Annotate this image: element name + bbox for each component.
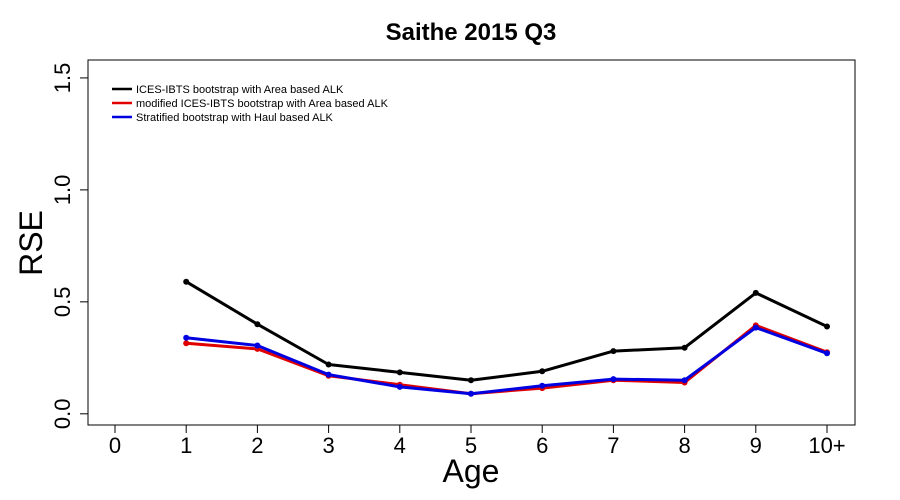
data-point — [325, 361, 332, 368]
data-point — [325, 371, 332, 378]
x-tick-label: 0 — [109, 433, 121, 458]
series-line — [186, 326, 828, 396]
x-axis-title: Age — [443, 453, 500, 489]
x-tick-label: 5 — [465, 433, 477, 458]
data-point — [681, 344, 688, 351]
data-point — [681, 377, 688, 384]
data-point — [183, 340, 190, 347]
data-point — [254, 342, 261, 349]
y-axis: 0.0 0.5 1.0 1.5 — [50, 63, 89, 430]
series-line — [185, 280, 828, 382]
x-axis: 0 1 2 3 4 5 6 7 8 9 10+ — [109, 424, 846, 458]
legend: ICES-IBTS bootstrap with Area based ALK m… — [112, 84, 389, 124]
y-tick-label: 1.0 — [50, 175, 75, 206]
y-axis-title: RSE — [13, 210, 49, 276]
series-2 — [183, 322, 830, 397]
chart-title: Saithe 2015 Q3 — [386, 19, 557, 46]
y-tick-label: 0.0 — [50, 399, 75, 430]
legend-label: ICES-IBTS bootstrap with Area based ALK — [136, 84, 344, 96]
series-layer — [183, 278, 830, 397]
data-point — [183, 334, 190, 341]
x-tick-label: 3 — [322, 433, 334, 458]
x-tick-label: 9 — [750, 433, 762, 458]
x-tick-label: 2 — [251, 433, 263, 458]
data-point — [539, 382, 546, 389]
x-tick-label: 10+ — [808, 433, 845, 458]
data-point — [824, 350, 830, 357]
data-point — [468, 377, 474, 384]
x-tick-label: 1 — [180, 433, 192, 458]
legend-label: Stratified bootstrap with Haul based ALK — [136, 112, 334, 124]
x-tick-label: 8 — [678, 433, 690, 458]
data-point — [610, 376, 617, 383]
y-tick-label: 1.5 — [50, 63, 75, 94]
data-point — [468, 390, 474, 397]
data-point — [183, 278, 190, 285]
y-tick-label: 0.5 — [50, 287, 75, 318]
data-point — [539, 368, 546, 375]
x-tick-label: 6 — [536, 433, 548, 458]
series-line — [186, 323, 828, 396]
data-point — [396, 383, 403, 390]
x-tick-label: 7 — [607, 433, 619, 458]
series-3 — [183, 324, 830, 397]
legend-label: modified ICES-IBTS bootstrap with Area b… — [136, 98, 389, 110]
data-point — [752, 289, 759, 296]
data-point — [610, 348, 617, 355]
series-1 — [183, 278, 830, 384]
data-point — [396, 369, 403, 376]
data-point — [824, 323, 830, 330]
x-tick-label: 4 — [394, 433, 406, 458]
data-point — [254, 321, 261, 328]
data-point — [752, 324, 759, 331]
